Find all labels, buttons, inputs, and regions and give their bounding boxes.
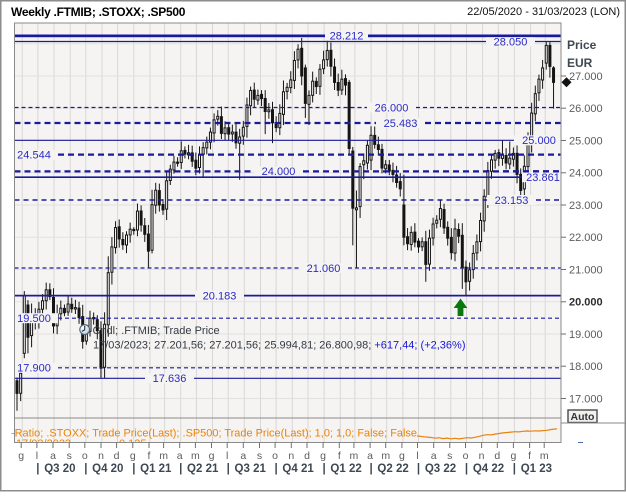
- svg-text:27.000: 27.000: [569, 71, 603, 83]
- svg-text:a: a: [50, 450, 56, 462]
- svg-text:19.500: 19.500: [17, 313, 51, 325]
- svg-text:28.212: 28.212: [330, 31, 364, 43]
- svg-text:|: |: [84, 463, 87, 475]
- svg-text:m: m: [159, 450, 168, 462]
- svg-text:Q3 21: Q3 21: [235, 463, 267, 475]
- svg-text:|: |: [322, 463, 325, 475]
- svg-text:f: f: [528, 450, 531, 462]
- svg-text:0,125: 0,125: [119, 438, 147, 450]
- svg-text:|: |: [36, 463, 39, 475]
- svg-text:25.000: 25.000: [522, 135, 556, 147]
- svg-text:s: s: [257, 450, 262, 462]
- svg-text:Q4 20: Q4 20: [92, 463, 123, 475]
- svg-text:Auto: Auto: [571, 411, 595, 423]
- svg-text:26.000: 26.000: [375, 102, 409, 114]
- svg-text:19.000: 19.000: [569, 329, 603, 341]
- svg-text:o: o: [272, 450, 278, 462]
- svg-text:-Ratio; .STOXX; Trade Price(La: -Ratio; .STOXX; Trade Price(Last); .SP50…: [11, 428, 417, 440]
- svg-text:g: g: [320, 450, 326, 462]
- svg-text:17.636: 17.636: [153, 373, 187, 385]
- svg-text:26.000: 26.000: [569, 103, 603, 115]
- svg-text:20.000: 20.000: [569, 297, 603, 309]
- svg-text:d: d: [494, 450, 500, 462]
- svg-text:23.000: 23.000: [569, 200, 603, 212]
- svg-text:m: m: [350, 450, 359, 462]
- svg-text:l: l: [416, 450, 418, 462]
- svg-text:g: g: [209, 450, 215, 462]
- svg-text:|: |: [369, 463, 372, 475]
- svg-text:17/03/2023; 27.201,56; 27.201,: 17/03/2023; 27.201,56; 27.201,56; 25.994…: [93, 340, 465, 352]
- svg-text:Cndl; .FTMIB; Trade Price: Cndl; .FTMIB; Trade Price: [93, 325, 220, 337]
- svg-text:Q1 23: Q1 23: [521, 463, 552, 475]
- svg-text:a: a: [431, 450, 437, 462]
- svg-text:m: m: [191, 450, 200, 462]
- svg-text:25.483: 25.483: [384, 118, 418, 130]
- svg-text:a: a: [367, 450, 373, 462]
- svg-text:23.861: 23.861: [526, 172, 560, 184]
- svg-text:Q2 21: Q2 21: [187, 463, 219, 475]
- svg-text:a: a: [177, 450, 183, 462]
- svg-text:17.000: 17.000: [569, 393, 603, 405]
- svg-text:s: s: [67, 450, 72, 462]
- svg-text:d: d: [304, 450, 310, 462]
- svg-text:n: n: [98, 450, 104, 462]
- svg-text:f: f: [338, 450, 341, 462]
- svg-text:|: |: [132, 463, 135, 475]
- svg-text:|: |: [274, 463, 277, 475]
- svg-text:21.060: 21.060: [307, 263, 341, 275]
- svg-text:l: l: [36, 450, 38, 462]
- svg-text:a: a: [240, 450, 246, 462]
- svg-text:g: g: [510, 450, 516, 462]
- svg-text:Q2 22: Q2 22: [377, 463, 408, 475]
- svg-text:22/05/2020 - 31/03/2023 (LON): 22/05/2020 - 31/03/2023 (LON): [467, 6, 620, 18]
- svg-text:|: |: [513, 463, 516, 475]
- svg-text:Weekly .FTMIB; .STOXX; .SP500: Weekly .FTMIB; .STOXX; .SP500: [11, 5, 186, 19]
- svg-text:24.000: 24.000: [569, 168, 603, 180]
- svg-text:n: n: [479, 450, 485, 462]
- svg-text:28.050: 28.050: [494, 36, 528, 48]
- svg-text:EUR: EUR: [567, 56, 593, 70]
- svg-text:Q3 22: Q3 22: [425, 463, 456, 475]
- svg-text:Q4 21: Q4 21: [282, 463, 314, 475]
- svg-text:Q3 20: Q3 20: [44, 463, 75, 475]
- svg-text:g: g: [130, 450, 136, 462]
- svg-text:24.544: 24.544: [17, 149, 51, 161]
- svg-text:Q4 22: Q4 22: [473, 463, 504, 475]
- svg-text:d: d: [114, 450, 120, 462]
- svg-text:25.000: 25.000: [569, 135, 603, 147]
- svg-text:Q1 21: Q1 21: [140, 463, 172, 475]
- svg-text:m: m: [381, 450, 390, 462]
- svg-text:s: s: [447, 450, 452, 462]
- svg-text:m: m: [540, 450, 549, 462]
- svg-text:21.000: 21.000: [569, 264, 603, 276]
- svg-text:Q1 22: Q1 22: [330, 463, 361, 475]
- svg-text:24.000: 24.000: [262, 166, 296, 178]
- svg-text:22.000: 22.000: [569, 232, 603, 244]
- svg-text:|: |: [179, 463, 182, 475]
- svg-text:17/03/2023: 17/03/2023: [16, 438, 71, 450]
- svg-text:20.183: 20.183: [203, 290, 237, 302]
- svg-text:17.900: 17.900: [17, 363, 51, 375]
- svg-text:Price: Price: [567, 38, 597, 52]
- svg-text:18.000: 18.000: [569, 361, 603, 373]
- svg-text:g: g: [399, 450, 405, 462]
- svg-text:|: |: [465, 463, 468, 475]
- svg-text:|: |: [227, 463, 230, 475]
- svg-text:o: o: [82, 450, 88, 462]
- svg-text:o: o: [463, 450, 469, 462]
- svg-text:|: |: [417, 463, 420, 475]
- svg-text:n: n: [288, 450, 294, 462]
- svg-text:f: f: [148, 450, 151, 462]
- svg-text:l: l: [226, 450, 228, 462]
- svg-text:23.153: 23.153: [495, 195, 529, 207]
- svg-text:g: g: [18, 450, 24, 462]
